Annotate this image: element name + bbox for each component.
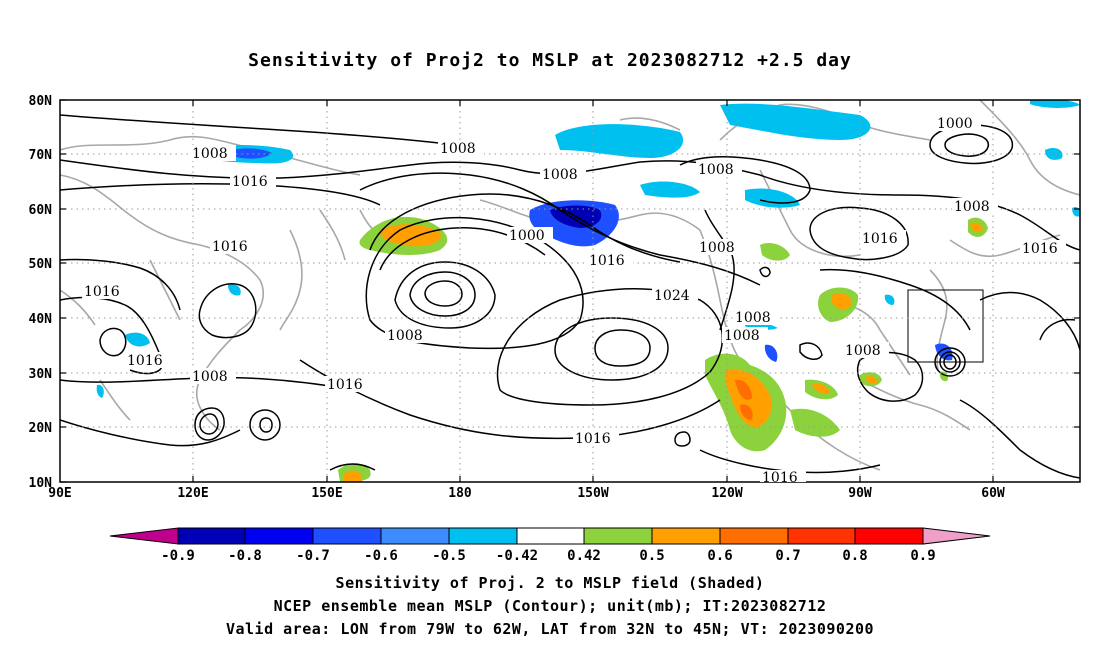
plot-frame xyxy=(59,99,1081,483)
colorbar-swatch xyxy=(922,527,991,545)
lon-label: 120E xyxy=(177,486,208,501)
colorbar-tick: 0.8 xyxy=(842,548,867,564)
colorbar-swatch xyxy=(312,527,382,545)
contour-label: 1016 xyxy=(862,231,898,247)
lat-label: 30N xyxy=(29,367,53,382)
colorbar-tick: 0.9 xyxy=(910,548,935,564)
colorbar-tick: -0.7 xyxy=(296,548,330,564)
contour-label: 1000 xyxy=(937,116,973,132)
caption-line-1: Sensitivity of Proj. 2 to MSLP field (Sh… xyxy=(335,574,765,592)
caption-line-3: Valid area: LON from 79W to 62W, LAT fro… xyxy=(225,620,875,638)
colorbar-swatch xyxy=(109,527,179,545)
colorbar-tick: 0.42 xyxy=(567,548,601,564)
colorbar-swatch xyxy=(380,527,450,545)
contour-label: 1016 xyxy=(127,353,163,369)
colorbar-tick: -0.9 xyxy=(161,548,195,564)
contour-label: 1008 xyxy=(698,162,734,178)
contour-label: 1008 xyxy=(735,310,771,326)
lon-label: 90E xyxy=(48,486,71,501)
contour-label: 1008 xyxy=(699,240,735,256)
colorbar-swatch xyxy=(177,527,246,545)
lat-label: 10N xyxy=(29,476,53,491)
colorbar-tick: -0.8 xyxy=(228,548,262,564)
colorbar-swatch xyxy=(651,527,721,545)
contour-label: 1016 xyxy=(762,470,798,486)
lon-label: 150W xyxy=(577,486,608,501)
lat-label: 70N xyxy=(29,148,53,163)
contour-label: 1016 xyxy=(575,431,611,447)
contour-label: 1008 xyxy=(724,328,760,344)
contour-label: 1008 xyxy=(542,167,578,183)
contour-label: 1008 xyxy=(845,343,881,359)
colorbar: -0.9 -0.8 -0.7 -0.6 -0.5 -0.42 0.42 0.5 … xyxy=(109,527,991,564)
map-title: Sensitivity of Proj2 to MSLP at 20230827… xyxy=(248,50,852,71)
colorbar-swatch xyxy=(787,527,856,545)
colorbar-tick: 0.6 xyxy=(707,548,732,564)
lat-label: 60N xyxy=(29,203,53,218)
contour-label: 1016 xyxy=(84,284,120,300)
contour-label: 1016 xyxy=(589,253,625,269)
contour-label: 1008 xyxy=(440,141,476,157)
lon-label: 180 xyxy=(448,486,472,501)
contour-label: 1008 xyxy=(387,328,423,344)
lat-label: 50N xyxy=(29,257,53,272)
lat-label: 80N xyxy=(29,94,53,109)
contour-label: 1016 xyxy=(212,239,248,255)
contour-label: 1016 xyxy=(327,377,363,393)
contour-label: 1008 xyxy=(954,199,990,215)
contour-label: 1008 xyxy=(192,369,228,385)
longitude-labels: 90E 120E 150E 180 150W 120W 90W 60W xyxy=(48,486,1005,501)
contour-label: 1016 xyxy=(1022,241,1058,257)
lon-label: 120W xyxy=(711,486,742,501)
lon-label: 60W xyxy=(981,486,1005,501)
contour-label: 1024 xyxy=(654,288,690,304)
lon-label: 90W xyxy=(848,486,872,501)
colorbar-tick: -0.6 xyxy=(364,548,398,564)
colorbar-swatch xyxy=(244,527,314,545)
colorbar-swatch xyxy=(583,527,653,545)
colorbar-swatch xyxy=(448,527,518,545)
caption-line-2: NCEP ensemble mean MSLP (Contour); unit(… xyxy=(273,597,827,615)
contour-labels: 1008 1008 1016 1008 1000 1016 1008 1016 … xyxy=(82,115,1066,486)
colorbar-tick: -0.5 xyxy=(432,548,466,564)
colorbar-tick: -0.42 xyxy=(496,548,538,564)
colorbar-swatch xyxy=(854,527,924,545)
colorbar-swatch xyxy=(516,527,585,545)
contour-label: 1008 xyxy=(192,146,228,162)
lat-label: 20N xyxy=(29,421,53,436)
lon-label: 150E xyxy=(311,486,342,501)
contour-label: 1016 xyxy=(232,174,268,190)
lat-label: 40N xyxy=(29,312,53,327)
colorbar-tick: 0.7 xyxy=(775,548,800,564)
axis-ticks xyxy=(60,99,1080,483)
valid-area-box xyxy=(907,289,984,363)
contour-label: 1000 xyxy=(509,228,545,244)
colorbar-swatch xyxy=(719,527,789,545)
latitude-labels: 80N 70N 60N 50N 40N 30N 20N 10N xyxy=(29,94,53,491)
colorbar-tick: 0.5 xyxy=(639,548,664,564)
